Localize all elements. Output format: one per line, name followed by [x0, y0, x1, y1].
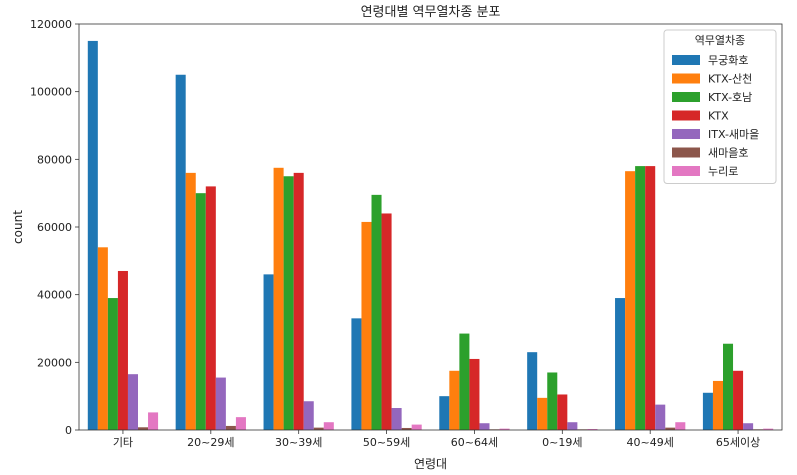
bar	[645, 166, 656, 430]
legend-swatch	[672, 92, 700, 102]
x-axis-title: 연령대	[414, 457, 447, 471]
bar	[263, 274, 274, 430]
bar	[235, 417, 246, 430]
bar	[323, 422, 334, 430]
bar	[215, 377, 226, 430]
y-ticks: 0 20000 40000 60000 80000 100000 120000	[30, 18, 79, 437]
legend-swatch	[672, 129, 700, 139]
x-tick-label: 50~59세	[363, 436, 410, 449]
legend-label: KTX-호남	[708, 91, 752, 104]
legend-title: 역무열차종	[695, 34, 746, 47]
bar	[557, 394, 568, 430]
bar	[283, 176, 294, 430]
x-tick-label: 65세이상	[716, 436, 760, 449]
bar	[381, 213, 392, 430]
bar	[107, 298, 118, 430]
bar	[391, 408, 402, 430]
legend-label: KTX-산천	[708, 72, 752, 86]
bar	[587, 428, 598, 430]
bar	[371, 194, 382, 430]
bar	[195, 193, 206, 430]
bar	[175, 74, 186, 430]
bar	[185, 172, 196, 430]
legend-label: 새마을호	[708, 147, 748, 160]
y-tick-label: 40000	[37, 289, 72, 302]
legend-label: ITX-새마을	[708, 128, 759, 141]
bar	[635, 166, 646, 430]
bar	[469, 358, 480, 430]
bar	[547, 372, 558, 430]
bar	[615, 298, 626, 430]
bar	[225, 425, 236, 430]
bar	[537, 397, 548, 430]
bar	[723, 343, 734, 430]
legend-label: 무궁화호	[708, 54, 748, 67]
legend-swatch	[672, 166, 700, 176]
bars-group	[87, 40, 774, 431]
x-tick-label: 40~49세	[627, 436, 674, 449]
bar	[313, 427, 324, 430]
bar	[138, 427, 149, 430]
bar	[205, 186, 216, 430]
bar	[117, 270, 128, 430]
legend-swatch	[672, 110, 700, 121]
y-tick-label: 80000	[37, 153, 72, 166]
x-tick-label: 기타	[113, 436, 133, 449]
bar	[567, 422, 578, 430]
chart-title: 연령대별 역무열차종 분포	[361, 5, 501, 20]
x-tick-label: 0~19세	[542, 436, 582, 449]
bar	[449, 370, 460, 430]
bar	[361, 221, 372, 430]
y-axis-title: count	[11, 210, 25, 244]
legend-swatch	[672, 147, 700, 158]
y-tick-label: 120000	[30, 18, 72, 31]
bar	[743, 423, 754, 430]
bar	[665, 427, 676, 430]
bar	[401, 427, 412, 430]
legend-swatch	[672, 73, 700, 84]
bar	[351, 318, 362, 430]
x-tick-label: 60~64세	[451, 436, 498, 449]
bar	[303, 401, 314, 430]
bar	[733, 370, 744, 430]
x-ticks: 기타 20~29세 30~39세 50~59세 60~64세 0~19세 40~49세 65세…	[113, 430, 760, 449]
bar	[439, 396, 450, 430]
bar	[148, 412, 159, 430]
legend-label: KTX	[708, 110, 729, 123]
bar	[411, 424, 422, 430]
x-tick-label: 30~39세	[275, 436, 322, 449]
bar	[127, 374, 138, 430]
y-tick-label: 60000	[37, 221, 72, 234]
bar	[655, 404, 666, 431]
bar	[459, 333, 470, 430]
legend-label: 누리로	[708, 165, 738, 178]
y-tick-label: 20000	[37, 356, 72, 369]
bar	[527, 352, 538, 430]
legend-box	[663, 29, 777, 184]
bar	[625, 171, 636, 430]
bar	[87, 40, 98, 431]
bar	[763, 428, 774, 430]
bar	[675, 422, 686, 430]
bar	[702, 392, 713, 430]
bar	[293, 172, 304, 430]
y-tick-label: 100000	[30, 86, 72, 99]
bar	[479, 423, 490, 430]
bar	[97, 247, 108, 430]
legend-swatch	[672, 55, 700, 65]
bar	[499, 428, 510, 430]
bar	[273, 167, 284, 431]
y-tick-label: 0	[65, 424, 72, 437]
x-tick-label: 20~29세	[187, 436, 234, 449]
bar	[712, 380, 723, 430]
